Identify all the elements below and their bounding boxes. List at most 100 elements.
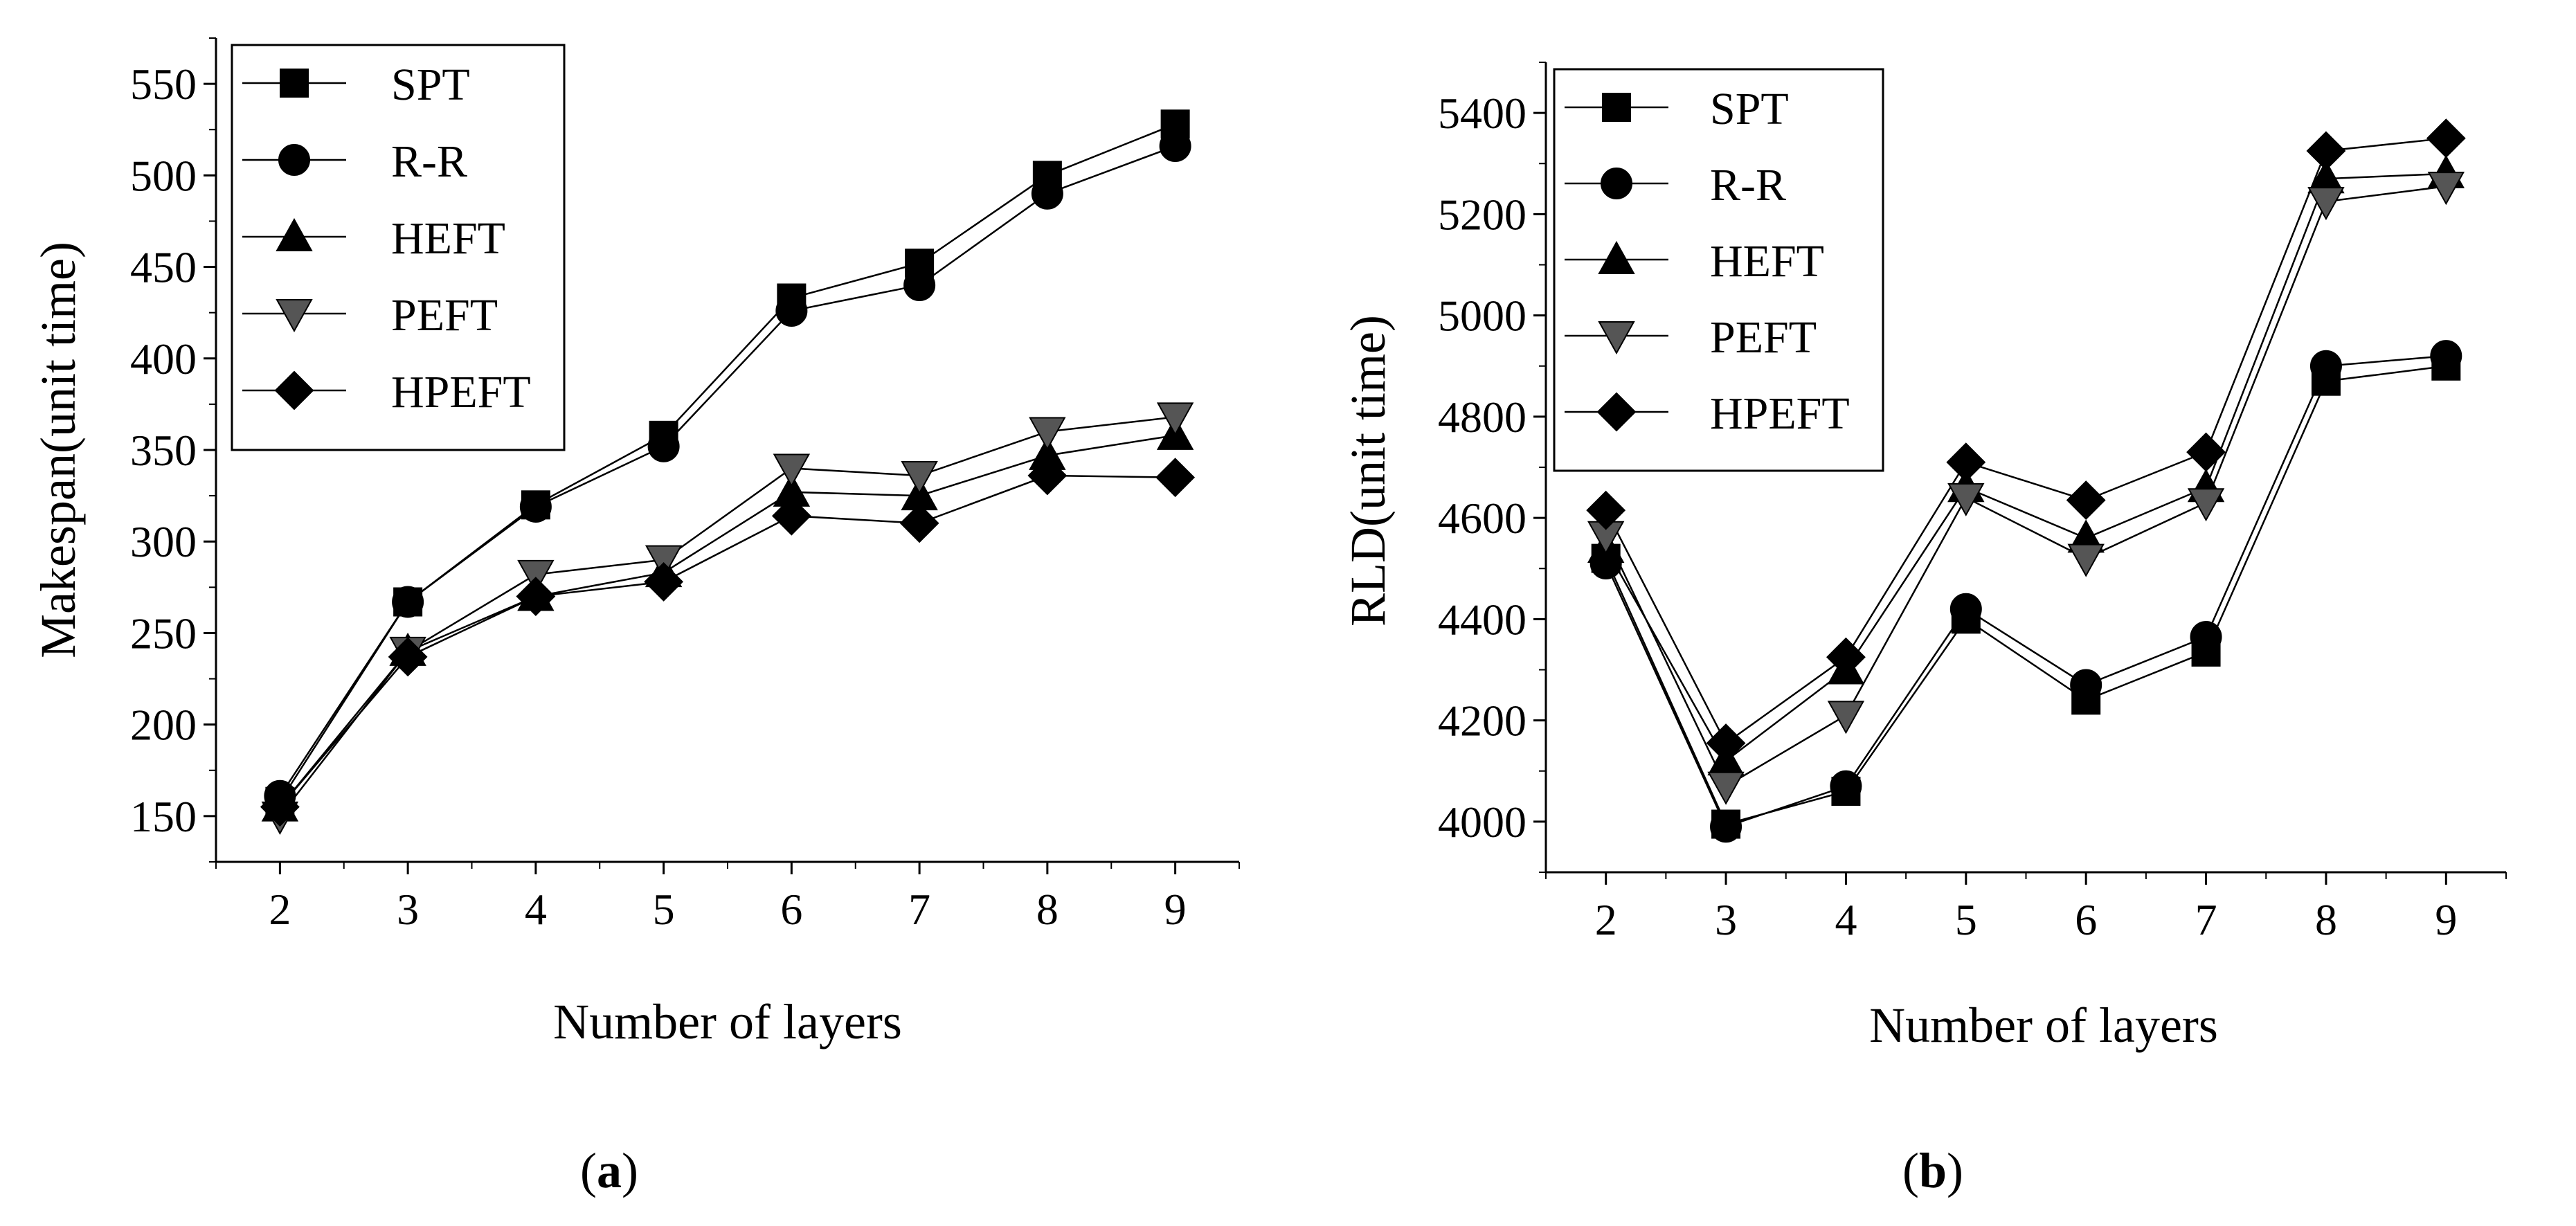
chart-b-legend-marker-hpeft bbox=[1596, 392, 1637, 432]
chart-b-point-hpeft bbox=[1946, 442, 1986, 483]
chart-a-caption: (a) bbox=[580, 1143, 638, 1198]
chart-a-point-hpeft bbox=[771, 496, 811, 536]
chart-b-legend-label-heft: HEFT bbox=[1710, 236, 1824, 287]
chart-b-point-peft bbox=[2427, 172, 2465, 206]
chart-b-point-hpeft bbox=[2186, 432, 2226, 472]
chart-b-point-hpeft bbox=[1706, 723, 1746, 763]
chart-a-point-hpeft bbox=[1155, 458, 1196, 498]
chart-a-y-tick-label: 550 bbox=[130, 60, 197, 109]
chart-b-series bbox=[1586, 118, 2466, 843]
chart-b-legend-label-hpeft: HPEFT bbox=[1710, 388, 1850, 439]
chart-b-point-r-r bbox=[1830, 770, 1862, 802]
chart-b-x-tick-label: 3 bbox=[1715, 895, 1737, 944]
chart-a-legend-label-spt: SPT bbox=[391, 60, 470, 110]
chart-b-y-axis-label: RLD(unit time) bbox=[1340, 315, 1396, 626]
chart-a-series-line-heft bbox=[279, 434, 1176, 808]
chart-a-point-hpeft bbox=[899, 503, 939, 543]
chart-b-point-peft bbox=[2187, 488, 2225, 522]
chart-b-x-tick-label: 8 bbox=[2315, 895, 2337, 944]
chart-b-legend-label-peft: PEFT bbox=[1710, 312, 1817, 363]
chart-a-series-line-peft bbox=[279, 416, 1176, 817]
chart-a-legend-marker-hpeft bbox=[274, 370, 314, 411]
chart-b-y-tick-label: 4400 bbox=[1438, 595, 1526, 644]
chart-a-point-peft bbox=[517, 559, 555, 593]
chart-b-point-r-r bbox=[2430, 340, 2462, 372]
chart-a-point-peft bbox=[901, 461, 938, 495]
chart-b-legend-marker-r-r bbox=[1601, 168, 1632, 199]
chart-panel-b: 2 3 4 5 6 7 8 9 4000 4200 4400 4600 4800 5000 5200 5400… bbox=[1340, 62, 2507, 1198]
chart-a-x-tick-label: 6 bbox=[780, 885, 802, 934]
chart-a-y-axis-label: Makespan(unit time) bbox=[30, 242, 86, 658]
chart-a-series-line-r-r bbox=[279, 145, 1176, 797]
chart-a-point-hpeft bbox=[1027, 456, 1068, 496]
chart-b-series-line-r-r bbox=[1605, 354, 2447, 828]
chart-a-point-hpeft bbox=[260, 787, 300, 827]
chart-b-y-tick-label: 5400 bbox=[1438, 89, 1526, 138]
chart-a-y-tick-label: 400 bbox=[130, 334, 197, 384]
chart-b-legend-label-spt: SPT bbox=[1710, 84, 1789, 134]
chart-a-point-r-r bbox=[1159, 130, 1191, 163]
chart-a-y-tick-label: 450 bbox=[130, 243, 197, 292]
chart-b-point-r-r bbox=[1949, 593, 1982, 625]
chart-b-y-tick-label: 4800 bbox=[1438, 393, 1526, 442]
chart-a-x-tick-label: 7 bbox=[908, 885, 930, 934]
chart-b-legend-marker-spt bbox=[1602, 93, 1631, 122]
chart-a-x-tick-label: 2 bbox=[269, 885, 291, 934]
chart-a-series-line-hpeft bbox=[279, 474, 1176, 808]
chart-a-point-r-r bbox=[903, 269, 936, 301]
chart-b-x-tick-label: 2 bbox=[1595, 895, 1617, 944]
chart-b-point-hpeft bbox=[2426, 118, 2466, 159]
chart-a-point-r-r bbox=[1031, 177, 1063, 210]
chart-b-point-hpeft bbox=[1586, 490, 1626, 530]
chart-b-point-hpeft bbox=[2306, 131, 2346, 171]
chart-b-point-hpeft bbox=[1826, 637, 1866, 677]
chart-b-point-r-r bbox=[2309, 350, 2342, 382]
chart-a-y-tick-label: 150 bbox=[130, 792, 197, 841]
chart-b-series-line-peft bbox=[1605, 185, 2447, 788]
chart-b-point-peft bbox=[1827, 701, 1865, 734]
chart-a-legend-label-peft: PEFT bbox=[391, 290, 498, 341]
chart-b-caption-letter: b bbox=[1919, 1143, 1947, 1198]
chart-b-point-r-r bbox=[2190, 620, 2222, 653]
chart-a-point-r-r bbox=[519, 490, 552, 523]
chart-b-y-tick-label: 5200 bbox=[1438, 190, 1526, 239]
chart-a-point-peft bbox=[773, 453, 811, 487]
chart-b-y-tick-label: 4000 bbox=[1438, 797, 1526, 847]
chart-b-legend-marker-peft bbox=[1598, 321, 1635, 355]
chart-b-caption: (b) bbox=[1902, 1143, 1963, 1198]
chart-a-y-tick-label: 200 bbox=[130, 701, 197, 750]
chart-a-legend-marker-heft bbox=[276, 217, 313, 251]
chart-a-legend-marker-spt bbox=[280, 69, 309, 98]
chart-b-x-tick-label: 5 bbox=[1955, 895, 1977, 944]
chart-a-x-tick-label: 5 bbox=[653, 885, 675, 934]
chart-a-y-tick-label: 500 bbox=[130, 151, 197, 200]
chart-b-point-peft bbox=[1707, 771, 1745, 805]
chart-panel-a: 2 3 4 5 6 7 8 9 150 200 250 300 350 400 450 500 550 SPT R… bbox=[30, 37, 1240, 1198]
chart-a-legend-label-r-r: R-R bbox=[391, 136, 467, 187]
chart-a-caption-letter: a bbox=[597, 1143, 622, 1198]
chart-a-x-tick-label: 4 bbox=[525, 885, 547, 934]
chart-a-point-peft bbox=[1029, 417, 1066, 451]
chart-b-point-peft bbox=[1947, 483, 1985, 516]
chart-a-point-hpeft bbox=[388, 637, 428, 677]
chart-a-ticks: 2 3 4 5 6 7 8 9 150 200 250 300 350 400 450 500 550 bbox=[130, 37, 1240, 934]
chart-b-y-tick-label: 4600 bbox=[1438, 494, 1526, 543]
chart-a-series bbox=[260, 109, 1196, 835]
chart-b-point-hpeft bbox=[2066, 480, 2106, 520]
chart-a-point-hpeft bbox=[516, 577, 556, 616]
chart-b-point-r-r bbox=[1710, 811, 1742, 843]
chart-a-point-r-r bbox=[392, 586, 424, 618]
chart-b-x-tick-label: 9 bbox=[2435, 895, 2457, 944]
chart-a-y-tick-label: 250 bbox=[130, 609, 197, 658]
chart-b-legend: SPT R-R HEFT PEFT HPEFT bbox=[1553, 68, 1884, 472]
chart-a-point-hpeft bbox=[644, 561, 684, 602]
chart-b-y-tick-label: 5000 bbox=[1438, 291, 1526, 341]
chart-a-legend-marker-r-r bbox=[278, 144, 310, 176]
chart-b-series-line-heft bbox=[1605, 172, 2447, 762]
chart-a-point-peft bbox=[1156, 402, 1194, 436]
chart-a-point-peft bbox=[645, 545, 683, 579]
chart-a-y-tick-label: 300 bbox=[130, 517, 197, 566]
chart-b-series-line-spt bbox=[1605, 365, 2447, 826]
chart-b-point-peft bbox=[2067, 543, 2105, 577]
